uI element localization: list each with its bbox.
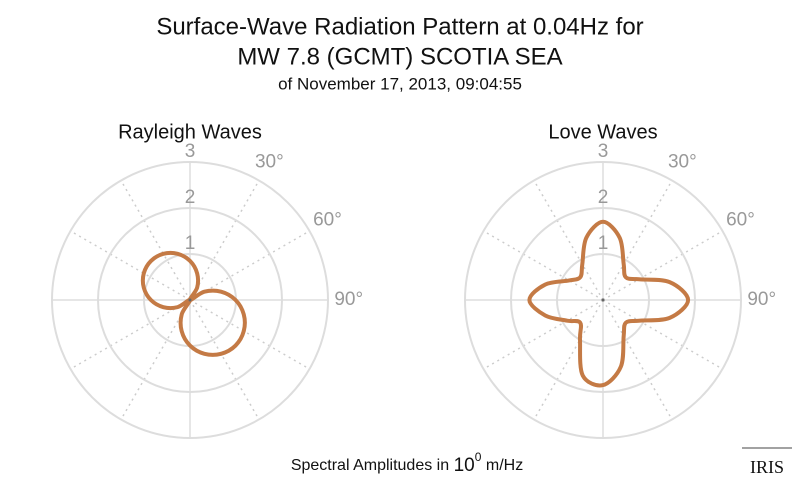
ring-grid: [556, 253, 650, 347]
ring-grid: [97, 207, 283, 393]
r-tick-label: 1: [598, 233, 609, 254]
radial-grid: [483, 299, 604, 370]
center-dot: [601, 298, 605, 302]
pattern-line: [527, 219, 691, 388]
radial-grid: [602, 230, 723, 301]
radial-grid: [189, 299, 310, 370]
logo: IRIS: [750, 457, 784, 477]
ring-grid: [510, 207, 696, 393]
radial-grid: [120, 299, 191, 420]
radial-grid: [120, 180, 191, 301]
radial-grid: [533, 299, 604, 420]
theta-tick-label: 60°: [313, 210, 342, 231]
r-tick-label: 1: [185, 233, 196, 254]
theta-tick-label: 90°: [747, 289, 776, 310]
radial-grid: [189, 230, 310, 301]
subplot-title: Love Waves: [548, 121, 657, 143]
center-dot: [188, 298, 192, 302]
radial-grid: [189, 180, 260, 301]
radial-grid: [533, 180, 604, 301]
footer: Spectral Amplitudes in 100 m/Hz: [291, 449, 523, 476]
radial-grid: [483, 230, 604, 301]
radial-grid: [70, 230, 191, 301]
ring-grid: [464, 161, 742, 439]
theta-tick-label: 30°: [255, 152, 284, 173]
footer-unit: m/Hz: [486, 457, 523, 474]
theta-tick-label: 30°: [668, 152, 697, 173]
radial-grid: [70, 299, 191, 370]
r-tick-label: 2: [598, 187, 609, 208]
footer-base: 10: [454, 455, 475, 476]
footer-text: Spectral Amplitudes in: [291, 457, 449, 474]
title-line: MW 7.8 (GCMT) SCOTIA SEA: [237, 43, 562, 70]
theta-tick-label: 90°: [334, 289, 363, 310]
ring-grid: [51, 161, 329, 439]
subplot-title: Rayleigh Waves: [118, 121, 262, 143]
subtitle: of November 17, 2013, 09:04:55: [278, 74, 522, 93]
r-tick-label: 3: [185, 141, 196, 162]
radial-grid: [189, 299, 260, 420]
footer-exponent: 0: [475, 450, 482, 464]
radial-grid: [602, 299, 673, 420]
title-line: Surface-Wave Radiation Pattern at 0.04Hz…: [156, 13, 643, 40]
pattern-line: [140, 250, 247, 357]
radial-grid: [602, 180, 673, 301]
r-tick-label: 3: [598, 141, 609, 162]
theta-tick-label: 60°: [726, 210, 755, 231]
radial-grid: [602, 299, 723, 370]
r-tick-label: 2: [185, 187, 196, 208]
